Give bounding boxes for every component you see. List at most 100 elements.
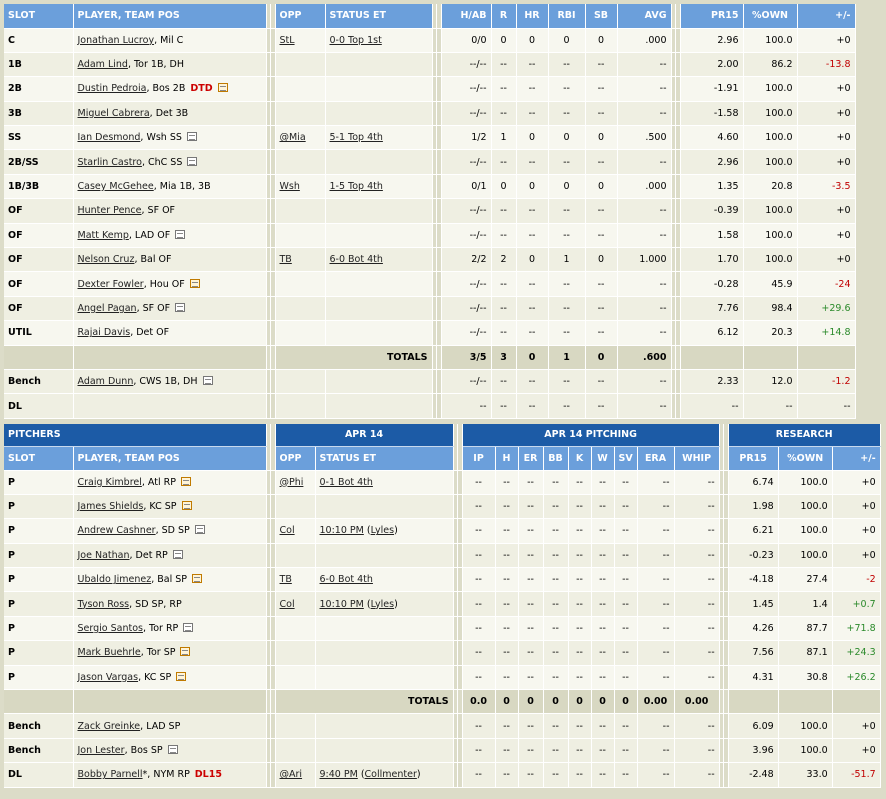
player-note-icon[interactable] bbox=[175, 229, 186, 239]
opposing-pitcher-link[interactable]: Lyles bbox=[370, 525, 395, 537]
game-status-link[interactable]: 6-0 Bot 4th bbox=[329, 254, 383, 266]
player-name-link[interactable]: Rajai Davis bbox=[77, 327, 131, 339]
player-name-link[interactable]: Sergio Santos bbox=[77, 623, 143, 635]
player-name-link[interactable]: Nelson Cruz bbox=[77, 254, 135, 266]
roster-slot[interactable]: P bbox=[4, 470, 74, 495]
roster-slot[interactable]: P bbox=[4, 518, 74, 544]
player-note-icon[interactable] bbox=[202, 376, 213, 386]
roster-slot[interactable]: SS bbox=[4, 125, 74, 151]
roster-slot[interactable]: Bench bbox=[4, 738, 74, 764]
player-note-icon[interactable] bbox=[217, 83, 228, 93]
roster-slot[interactable]: P bbox=[4, 591, 74, 617]
roster-slot[interactable]: P bbox=[4, 640, 74, 666]
roster-slot[interactable]: OF bbox=[4, 271, 74, 297]
opponent-link[interactable]: @Ari bbox=[279, 769, 303, 781]
stat-stolen-bases: -- bbox=[585, 369, 618, 395]
player-name-link[interactable]: Joe Nathan bbox=[77, 549, 130, 561]
player-name-link[interactable]: Ian Desmond bbox=[77, 132, 141, 144]
roster-slot[interactable]: OF bbox=[4, 296, 74, 322]
roster-slot[interactable]: Bench bbox=[4, 369, 74, 395]
player-team-pos: , Bos 2B bbox=[146, 83, 186, 95]
player-name-link[interactable]: Casey McGehee bbox=[77, 181, 154, 193]
roster-slot[interactable]: 1B/3B bbox=[4, 174, 74, 200]
opposing-pitcher-link[interactable]: Collmenter bbox=[364, 769, 417, 781]
opponent-link[interactable]: @Phi bbox=[279, 476, 304, 488]
roster-slot[interactable]: 3B bbox=[4, 101, 74, 127]
player-cell: Andrew Cashner, SD SP bbox=[73, 518, 267, 544]
player-name-link[interactable]: Bobby Parnell bbox=[77, 769, 143, 781]
opponent-link[interactable]: TB bbox=[279, 574, 292, 586]
player-name-link[interactable]: Mark Buehrle bbox=[77, 647, 141, 659]
game-status-link[interactable]: 5-1 Top 4th bbox=[329, 132, 383, 144]
opponent-link[interactable]: Col bbox=[279, 598, 295, 610]
game-status-link[interactable]: 0-0 Top 1st bbox=[329, 34, 382, 46]
roster-slot[interactable]: OF bbox=[4, 223, 74, 249]
stat-hits: -- bbox=[495, 543, 519, 569]
stat-wins: -- bbox=[591, 738, 615, 764]
player-name-link[interactable]: Angel Pagan bbox=[77, 302, 137, 314]
roster-slot[interactable]: P bbox=[4, 567, 74, 593]
player-name-link[interactable]: Tyson Ross bbox=[77, 598, 130, 610]
player-name-link[interactable]: Ubaldo Jimenez bbox=[77, 574, 152, 586]
player-name-link[interactable]: James Shields bbox=[77, 501, 144, 513]
opponent-link[interactable]: Col bbox=[279, 525, 295, 537]
player-name-link[interactable]: Matt Kemp bbox=[77, 229, 129, 241]
player-note-icon[interactable] bbox=[194, 525, 205, 535]
opponent-link[interactable]: Wsh bbox=[279, 181, 300, 193]
player-name-link[interactable]: Adam Lind bbox=[77, 59, 128, 71]
opponent-link[interactable]: @Mia bbox=[279, 132, 306, 144]
roster-slot[interactable]: UTIL bbox=[4, 320, 74, 346]
roster-slot[interactable]: C bbox=[4, 28, 74, 53]
player-name-link[interactable]: Jason Vargas bbox=[77, 671, 139, 683]
game-status-link[interactable]: 1-5 Top 4th bbox=[329, 181, 383, 193]
game-status-link[interactable]: 6-0 Bot 4th bbox=[319, 574, 373, 586]
opponent-cell: @Phi bbox=[275, 470, 316, 495]
roster-slot[interactable]: 2B/SS bbox=[4, 149, 74, 175]
player-note-icon[interactable] bbox=[181, 501, 192, 511]
roster-slot[interactable]: P bbox=[4, 665, 74, 691]
roster-slot[interactable]: DL bbox=[4, 762, 74, 788]
player-name-link[interactable]: Miguel Cabrera bbox=[77, 107, 150, 119]
player-note-icon[interactable] bbox=[180, 647, 191, 657]
opposing-pitcher-link[interactable]: Lyles bbox=[370, 598, 395, 610]
player-note-icon[interactable] bbox=[189, 278, 200, 288]
player-note-icon[interactable] bbox=[172, 549, 183, 559]
roster-slot[interactable]: OF bbox=[4, 198, 74, 224]
game-status-link[interactable]: 10:10 PM bbox=[319, 525, 364, 537]
player-note-icon[interactable] bbox=[175, 302, 186, 312]
roster-slot[interactable]: Bench bbox=[4, 713, 74, 739]
opponent-link[interactable]: StL bbox=[279, 34, 295, 46]
player-note-icon[interactable] bbox=[180, 476, 191, 486]
player-name-link[interactable]: Dustin Pedroia bbox=[77, 83, 147, 95]
player-name-link[interactable]: Hunter Pence bbox=[77, 205, 142, 217]
player-rater-15: -0.39 bbox=[680, 198, 744, 224]
roster-slot[interactable]: 2B bbox=[4, 76, 74, 102]
player-name-link[interactable]: Zack Greinke bbox=[77, 720, 141, 732]
roster-slot[interactable]: P bbox=[4, 543, 74, 569]
stat-hits: -- bbox=[495, 713, 519, 739]
game-status-link[interactable]: 9:40 PM bbox=[319, 769, 358, 781]
roster-slot[interactable]: OF bbox=[4, 247, 74, 273]
player-name-link[interactable]: Dexter Fowler bbox=[77, 278, 144, 290]
column-gap bbox=[723, 567, 729, 593]
opponent-cell bbox=[275, 640, 316, 666]
player-note-icon[interactable] bbox=[176, 671, 187, 681]
player-name-link[interactable]: Jon Lester bbox=[77, 744, 125, 756]
player-note-icon[interactable] bbox=[183, 623, 194, 633]
game-status-link[interactable]: 0-1 Bot 4th bbox=[319, 476, 373, 488]
player-name-link[interactable]: Adam Dunn bbox=[77, 376, 134, 388]
roster-slot[interactable]: 1B bbox=[4, 52, 74, 78]
roster-slot[interactable]: P bbox=[4, 616, 74, 642]
roster-slot[interactable]: P bbox=[4, 494, 74, 520]
player-name-link[interactable]: Starlin Castro bbox=[77, 156, 142, 168]
game-status-link[interactable]: 10:10 PM bbox=[319, 598, 364, 610]
opponent-link[interactable]: TB bbox=[279, 254, 292, 266]
player-name-link[interactable]: Craig Kimbrel bbox=[77, 476, 142, 488]
player-note-icon[interactable] bbox=[167, 744, 178, 754]
roster-slot[interactable]: DL bbox=[4, 393, 74, 419]
player-note-icon[interactable] bbox=[192, 574, 202, 584]
player-name-link[interactable]: Andrew Cashner bbox=[77, 525, 156, 537]
player-note-icon[interactable] bbox=[186, 132, 197, 142]
player-name-link[interactable]: Jonathan Lucroy bbox=[77, 34, 155, 46]
player-note-icon[interactable] bbox=[187, 156, 198, 166]
